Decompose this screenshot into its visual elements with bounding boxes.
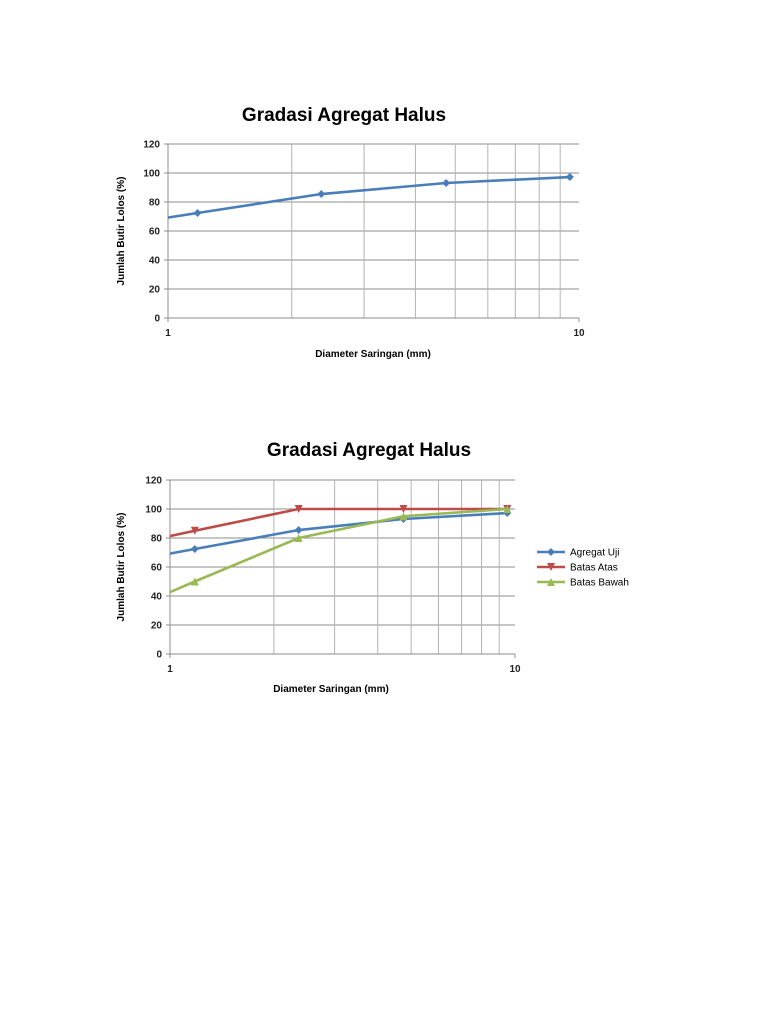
legend-label: Agregat Uji: [570, 548, 619, 559]
x-axis-label: Diameter Saringan (mm): [273, 684, 389, 695]
data-point-marker: [190, 577, 199, 586]
data-point-marker: [190, 526, 199, 535]
chart-title: Gradasi Agregat Halus: [267, 440, 471, 461]
data-point-marker: [399, 512, 408, 521]
legend-item: Batas Bawah: [537, 578, 629, 589]
y-tick-label: 0: [154, 314, 160, 325]
data-point-marker: [442, 179, 451, 188]
chart-2-svg: Gradasi Agregat Halus 0 20 40 60 80 100 120 1 10…: [116, 440, 629, 695]
plot-area: 0 20 40 60 80 100 120 1 10: [145, 476, 521, 676]
data-point-marker: [294, 505, 303, 513]
y-tick-label: 60: [151, 563, 163, 574]
y-tick-label: 60: [149, 227, 161, 238]
y-tick-label: 100: [143, 169, 160, 180]
legend-label: Batas Atas: [570, 563, 618, 574]
y-tick-label: 0: [156, 650, 162, 661]
chart-2: Gradasi Agregat Halus 0 20 40 60 80 100 120 1 10…: [0, 380, 768, 720]
legend-item: Agregat Uji: [537, 548, 619, 559]
x-tick-label: 1: [167, 664, 173, 675]
data-point-marker: [503, 505, 512, 513]
x-tick-label: 10: [509, 664, 521, 675]
x-tick-label: 1: [165, 328, 171, 339]
data-point-marker: [294, 534, 303, 542]
y-tick-label: 100: [145, 505, 162, 516]
x-axis-label: Diameter Saringan (mm): [315, 349, 431, 360]
data-point-marker: [565, 173, 574, 182]
data-point-marker: [547, 563, 555, 571]
data-point-marker: [294, 526, 303, 535]
data-point-marker: [317, 190, 326, 199]
plot-area: 0 20 40 60 80 100 120 1 10: [143, 140, 585, 340]
y-tick-label: 80: [151, 534, 163, 545]
chart-1-svg: Gradasi Agregat Halus 0 20 40 60 80 100 120 1 10…: [116, 105, 585, 360]
y-axis-label: Jumlah Butir Lolos (%): [116, 177, 127, 286]
x-tick-label: 10: [573, 328, 585, 339]
y-tick-label: 20: [149, 285, 161, 296]
data-point-marker: [193, 209, 202, 218]
data-point-marker: [547, 578, 555, 586]
y-tick-label: 120: [145, 476, 162, 487]
legend-label: Batas Bawah: [570, 578, 629, 589]
y-tick-label: 120: [143, 140, 160, 151]
y-axis-label: Jumlah Butir Lolos (%): [116, 513, 127, 622]
data-point-marker: [547, 548, 555, 556]
y-tick-label: 40: [151, 592, 163, 603]
legend-item: Batas Atas: [537, 563, 618, 574]
y-tick-label: 40: [149, 256, 161, 267]
legend: Agregat Uji Batas Atas Batas Bawah: [537, 548, 629, 589]
y-tick-label: 20: [151, 621, 163, 632]
data-point-marker: [399, 505, 408, 513]
chart-title: Gradasi Agregat Halus: [242, 105, 446, 126]
y-tick-label: 80: [149, 198, 161, 209]
data-point-marker: [190, 545, 199, 554]
chart-1: Gradasi Agregat Halus 0 20 40 60 80 100 120 1 10…: [0, 0, 768, 380]
